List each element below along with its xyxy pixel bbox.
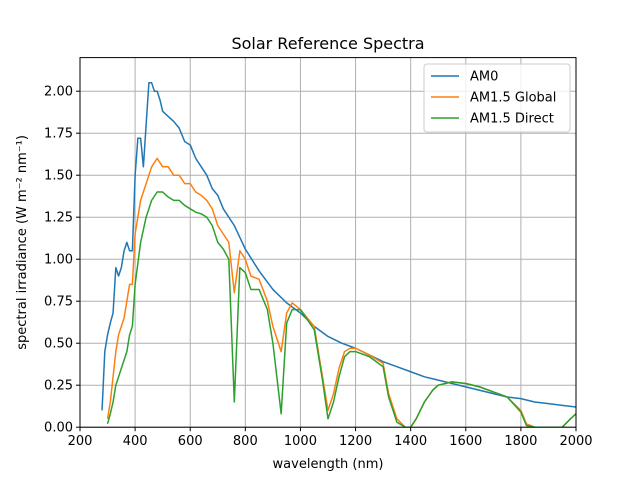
y-tick-label: 1.00: [44, 253, 73, 268]
legend-label: AM1.5 Global: [470, 91, 556, 106]
y-tick-label: 0.75: [44, 295, 73, 310]
x-tick-label: 1800: [504, 434, 537, 449]
legend-box: [423, 63, 571, 133]
y-ticks: 0.00 0.25 0.50 0.75 1.00 1.25 1.50 1.75 2.00: [44, 85, 80, 436]
x-tick-label: 400: [123, 434, 148, 449]
x-tick-label: 200: [68, 434, 93, 449]
x-tick-label: 1600: [449, 434, 482, 449]
legend-label: AM1.5 Direct: [470, 112, 554, 127]
x-ticks: 200 400 600 800 1000 1200 1400 1600 1800 2000: [68, 427, 593, 449]
x-tick-label: 1200: [339, 434, 372, 449]
y-tick-label: 0.00: [44, 421, 73, 436]
x-tick-label: 1000: [284, 434, 317, 449]
y-tick-label: 1.25: [44, 211, 73, 226]
y-tick-label: 2.00: [44, 85, 73, 100]
y-tick-label: 0.50: [44, 337, 73, 352]
y-tick-label: 1.75: [44, 127, 73, 142]
series-line-am0: [101, 82, 576, 411]
x-tick-label: 1400: [394, 434, 427, 449]
legend-label: AM0: [470, 70, 498, 85]
y-tick-label: 1.50: [44, 169, 73, 184]
chart-title: Solar Reference Spectra: [231, 34, 424, 53]
series-lines: [101, 82, 576, 428]
y-axis-label: spectral irradiance (W m⁻² nm⁻¹): [15, 135, 30, 350]
y-tick-label: 0.25: [44, 379, 73, 394]
x-axis-label: wavelength (nm): [273, 457, 384, 472]
x-tick-label: 2000: [559, 434, 592, 449]
x-tick-label: 600: [178, 434, 203, 449]
legend: AM0 AM1.5 Global AM1.5 Direct: [423, 63, 571, 133]
plot-frame: [79, 57, 577, 428]
series-line-am1-5-direct: [106, 191, 576, 428]
x-tick-label: 800: [233, 434, 258, 449]
